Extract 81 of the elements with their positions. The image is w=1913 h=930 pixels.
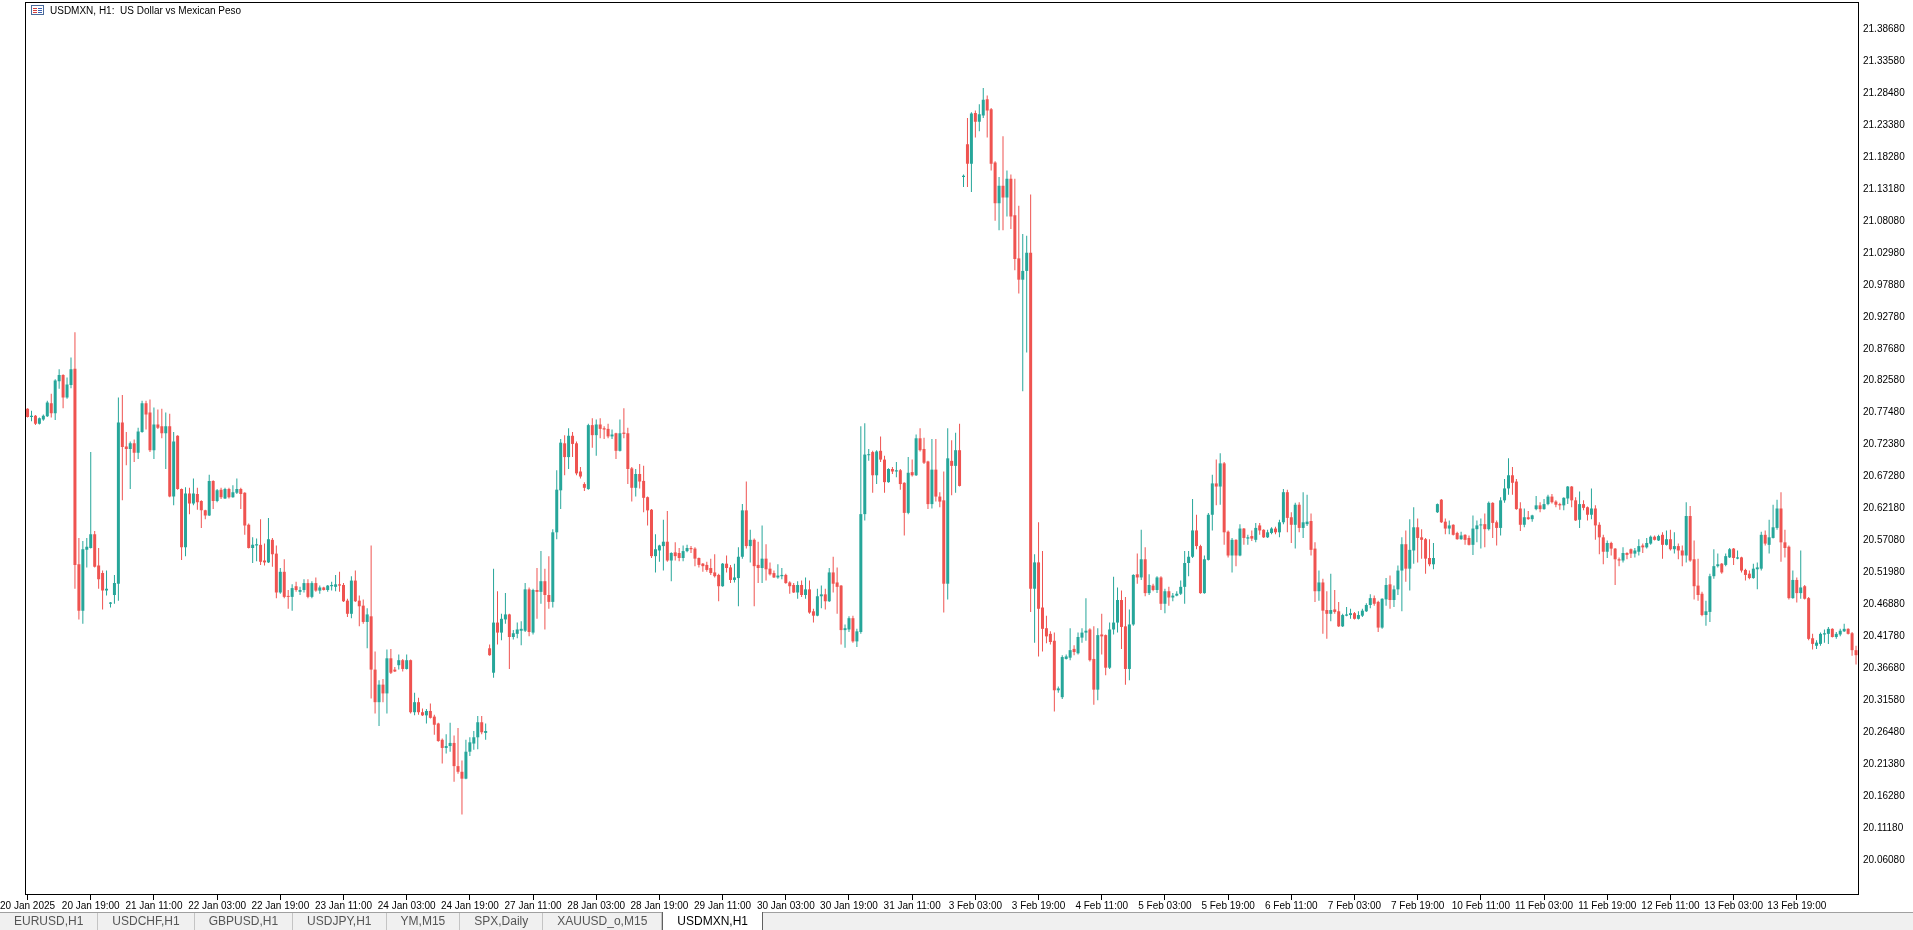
- y-tick-label: 20.21380: [1863, 758, 1906, 770]
- y-tick-label: 21.18280: [1863, 150, 1906, 162]
- y-tick-label: 20.57080: [1863, 534, 1906, 546]
- y-tick-label: 21.28480: [1863, 86, 1906, 98]
- x-tick-label: 23 Jan 11:00: [314, 899, 373, 911]
- candlestick: [1329, 573, 1333, 622]
- x-tick-label: 13 Feb 03:00: [1704, 899, 1764, 911]
- y-tick-label: 20.16280: [1863, 790, 1906, 802]
- y-tick-label: 20.72380: [1863, 438, 1906, 450]
- candlestick: [1479, 518, 1483, 549]
- x-tick-label: 31 Jan 11:00: [883, 899, 942, 911]
- candlestick: [105, 570, 109, 596]
- x-tick-label: 27 Jan 11:00: [504, 899, 563, 911]
- x-tick-label: 4 Feb 11:00: [1075, 899, 1129, 911]
- y-tick-label: 20.11180: [1863, 822, 1904, 834]
- x-tick-label: 24 Jan 03:00: [377, 899, 437, 911]
- y-tick-label: 20.46880: [1863, 598, 1906, 610]
- candlestick: [1799, 550, 1803, 599]
- candlestick: [1021, 233, 1025, 392]
- candlestick: [444, 734, 448, 754]
- candlestick: [867, 448, 871, 461]
- x-tick-label: 21 Jan 11:00: [125, 899, 183, 911]
- chart-title: USDMXN, H1: US Dollar vs Mexican Peso: [50, 5, 242, 17]
- y-tick-label: 20.97880: [1863, 278, 1906, 290]
- x-tick-label: 11 Feb 03:00: [1514, 899, 1574, 911]
- tab[interactable]: USDCHF,H1: [98, 913, 195, 930]
- selected-tab[interactable]: USDMXN,H1: [662, 912, 763, 930]
- x-tick-label: 6 Feb 11:00: [1264, 899, 1319, 911]
- x-tick-label: 24 Jan 19:00: [440, 899, 500, 911]
- x-tick-label: 22 Jan 19:00: [251, 899, 310, 911]
- x-tick-label: 13 Feb 19:00: [1767, 899, 1827, 911]
- x-tick-label: 5 Feb 03:00: [1138, 899, 1193, 911]
- x-tick-label: 3 Feb 19:00: [1011, 899, 1066, 911]
- y-tick-label: 20.92780: [1863, 310, 1906, 322]
- x-tick-label: 12 Feb 11:00: [1641, 899, 1700, 911]
- candlestick: [484, 723, 488, 740]
- y-tick-label: 20.26480: [1863, 726, 1906, 738]
- y-tick-label: 20.41780: [1863, 630, 1906, 642]
- x-tick-label: 20 Jan 2025: [0, 899, 56, 911]
- y-tick-label: 20.62180: [1863, 502, 1906, 514]
- y-tick-label: 21.33580: [1863, 54, 1906, 66]
- candlestick: [661, 519, 665, 571]
- y-tick-label: 20.87680: [1863, 342, 1906, 354]
- y-tick-label: 21.23380: [1863, 118, 1906, 130]
- candlestick: [1084, 598, 1088, 641]
- candlestick: [448, 722, 452, 752]
- x-tick-label: 22 Jan 03:00: [188, 899, 247, 911]
- candlestick: [950, 440, 954, 496]
- y-tick-label: 20.77480: [1863, 406, 1906, 418]
- tab[interactable]: USDJPY,H1: [293, 913, 387, 930]
- tab[interactable]: GBPUSD,H1: [194, 913, 294, 930]
- candlestick: [1135, 553, 1139, 584]
- x-tick-label: 5 Feb 19:00: [1201, 899, 1256, 911]
- y-tick-label: 21.08080: [1863, 214, 1906, 226]
- x-tick-label: 3 Feb 03:00: [948, 899, 1003, 911]
- x-tick-label: 10 Feb 11:00: [1451, 899, 1511, 911]
- candlestick: [756, 541, 760, 584]
- y-tick-label: 20.82580: [1863, 374, 1906, 386]
- x-tick-label: 30 Jan 03:00: [756, 899, 816, 911]
- tab[interactable]: EURUSD,H1: [0, 913, 99, 930]
- candlestick: [1672, 532, 1676, 554]
- candlestick: [1420, 529, 1424, 559]
- x-tick-label: 28 Jan 03:00: [567, 899, 626, 911]
- y-tick-label: 21.02980: [1863, 246, 1906, 258]
- x-tick-label: 30 Jan 19:00: [820, 899, 879, 911]
- y-tick-label: 21.38680: [1863, 22, 1906, 34]
- candlestick: [535, 568, 539, 619]
- y-tick-label: 20.36680: [1863, 662, 1906, 674]
- x-tick-label: 11 Feb 19:00: [1578, 899, 1637, 911]
- x-tick-label: 20 Jan 19:00: [61, 899, 121, 911]
- y-tick-label: 20.31580: [1863, 694, 1906, 706]
- y-tick-label: 20.51980: [1863, 566, 1906, 578]
- x-tick-label: 7 Feb 03:00: [1327, 899, 1382, 911]
- x-tick-label: 7 Feb 19:00: [1390, 899, 1445, 911]
- tab[interactable]: YM,M15: [386, 913, 461, 930]
- y-tick-label: 21.13180: [1863, 182, 1906, 194]
- x-tick-label: 29 Jan 11:00: [694, 899, 752, 911]
- y-tick-label: 20.06080: [1863, 854, 1906, 866]
- tab[interactable]: SPX,Daily: [460, 913, 544, 930]
- y-tick-label: 20.67280: [1863, 470, 1906, 482]
- x-tick-label: 28 Jan 19:00: [630, 899, 689, 911]
